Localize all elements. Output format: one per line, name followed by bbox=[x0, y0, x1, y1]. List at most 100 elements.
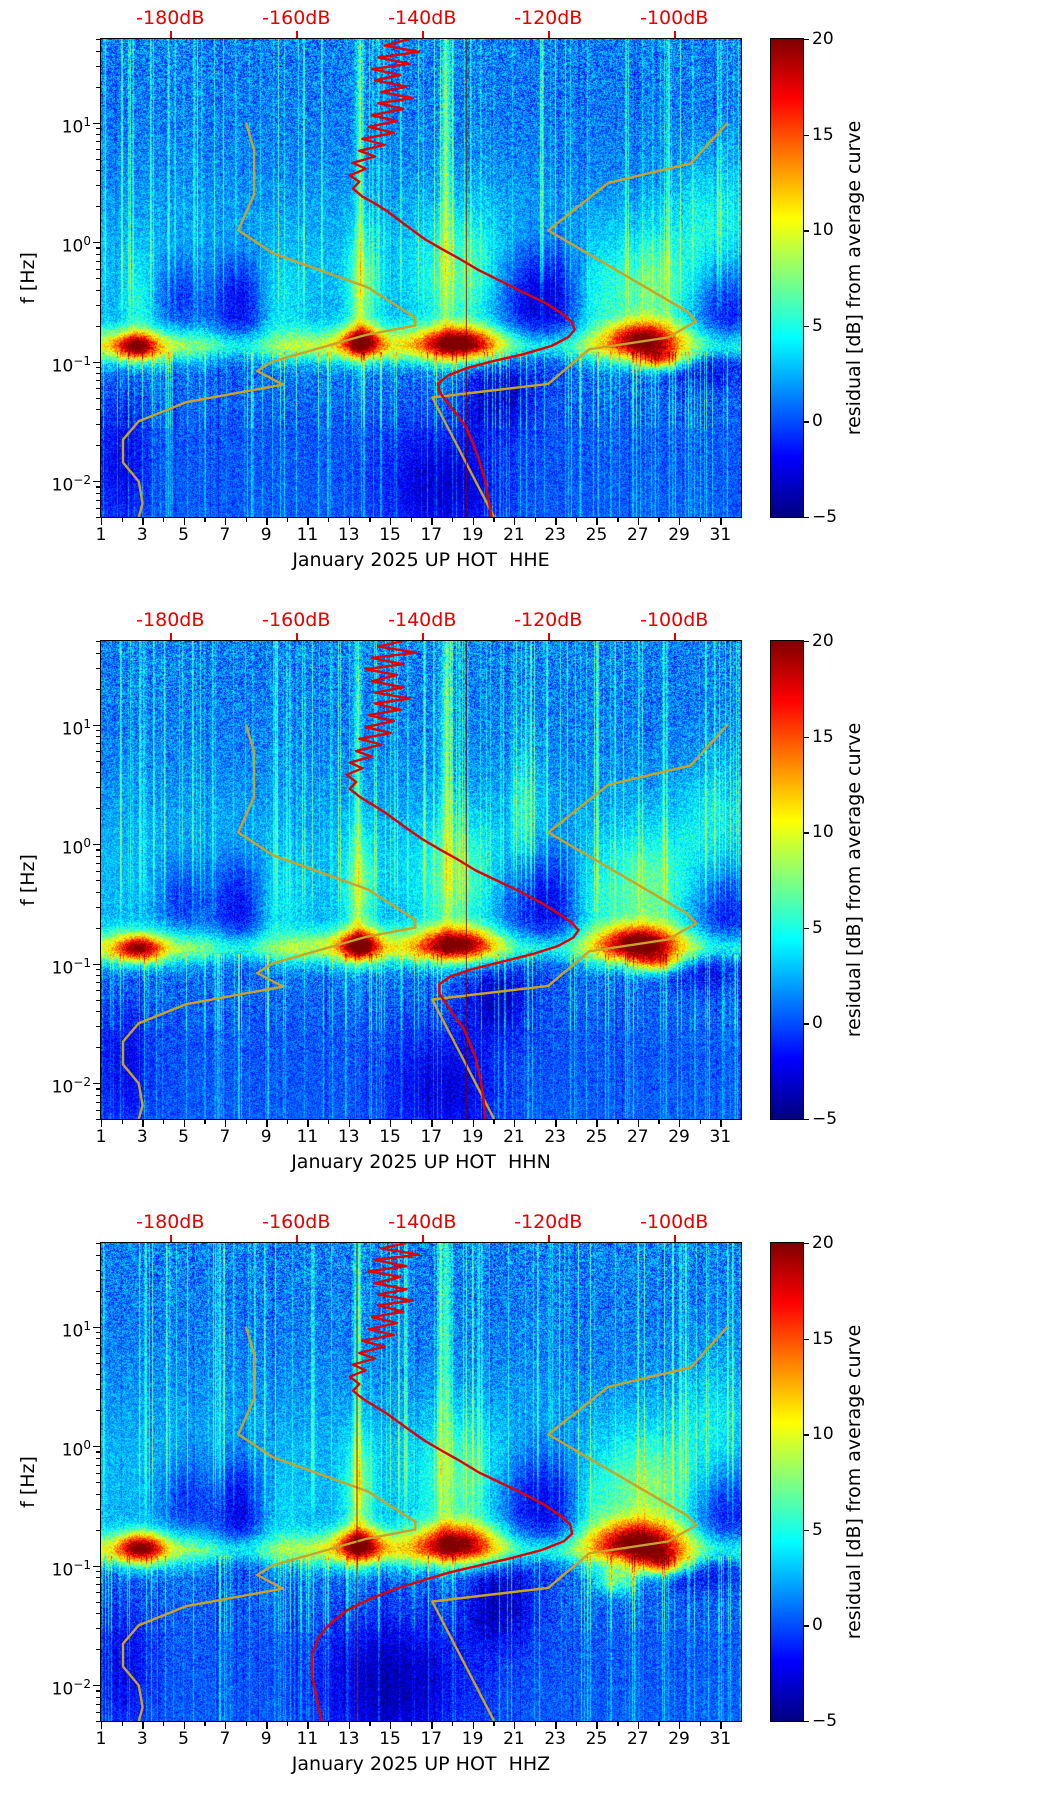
x-axis-tick bbox=[493, 518, 495, 522]
x-axis-tick bbox=[286, 1722, 289, 1726]
x-axis-tick bbox=[328, 518, 330, 522]
x-axis-tick bbox=[369, 518, 371, 522]
colorbar-tick bbox=[804, 1625, 809, 1627]
x-axis-tick bbox=[183, 1120, 185, 1127]
x-axis-tick bbox=[534, 1120, 536, 1124]
colorbar bbox=[770, 1242, 804, 1722]
x-axis-tick bbox=[410, 1722, 413, 1726]
colorbar-tick bbox=[804, 1434, 809, 1436]
x-axis-tick bbox=[121, 1120, 124, 1124]
top-axis-tick bbox=[674, 31, 676, 38]
x-axis-tick-label: 21 bbox=[503, 525, 525, 545]
x-axis-tick bbox=[679, 1722, 681, 1729]
top-axis-tick bbox=[422, 31, 424, 38]
colorbar-tick bbox=[804, 230, 809, 232]
colorbar-tick bbox=[804, 39, 809, 41]
x-axis-tick-label: 3 bbox=[136, 1729, 148, 1749]
x-axis-tick bbox=[204, 1120, 206, 1124]
x-axis-tick bbox=[348, 518, 351, 525]
top-axis-tick-label: -180dB bbox=[136, 609, 205, 631]
colorbar-tick-label: −5 bbox=[812, 507, 838, 527]
x-axis-tick-label: 7 bbox=[219, 525, 231, 545]
x-axis-tick bbox=[162, 1120, 165, 1124]
x-axis-tick bbox=[720, 518, 722, 525]
colorbar-tick bbox=[804, 1243, 809, 1245]
x-axis-tick bbox=[121, 518, 124, 522]
colorbar-tick bbox=[804, 1529, 809, 1532]
top-axis-tick-label: -100dB bbox=[640, 1211, 709, 1233]
psd-curves-overlay bbox=[121, 641, 729, 1119]
x-axis-tick-label: 23 bbox=[544, 525, 567, 545]
y-axis-label: f [Hz] bbox=[17, 854, 39, 906]
x-axis-tick bbox=[348, 1120, 351, 1127]
nlnm-curve bbox=[121, 122, 417, 517]
top-axis-tick bbox=[674, 633, 676, 640]
x-axis-tick bbox=[596, 1722, 598, 1729]
x-axis-tick bbox=[245, 1120, 247, 1124]
top-axis-tick-label: -180dB bbox=[136, 7, 205, 29]
colorbar-label: residual [dB] from average curve bbox=[843, 722, 865, 1038]
x-axis-tick-label: 5 bbox=[178, 1127, 189, 1147]
x-axis-tick bbox=[162, 1722, 165, 1726]
x-axis-tick-label: 29 bbox=[668, 525, 690, 545]
x-axis-tick bbox=[575, 518, 578, 522]
y-axis-tick-label: 10−2 bbox=[51, 473, 91, 496]
colorbar-tick bbox=[804, 134, 809, 136]
top-axis-tick-label: -120dB bbox=[514, 7, 583, 29]
x-axis-label: January 2025 UP HOT HHN bbox=[291, 1151, 551, 1173]
x-axis-tick-label: 23 bbox=[544, 1729, 567, 1749]
x-axis-tick bbox=[369, 1722, 371, 1726]
colorbar-gradient bbox=[771, 39, 803, 517]
x-axis-tick bbox=[658, 518, 660, 522]
x-axis-tick bbox=[513, 518, 516, 525]
x-axis-tick-label: 17 bbox=[420, 1729, 443, 1749]
x-axis-tick-label: 11 bbox=[296, 525, 319, 545]
spectrogram-panel-HHN: f [Hz] January 2025 UP HOT HHN residual … bbox=[0, 602, 1052, 1204]
x-axis-tick-label: 15 bbox=[379, 1729, 401, 1749]
x-axis-tick-label: 1 bbox=[95, 525, 107, 545]
top-axis-tick bbox=[296, 633, 298, 640]
spectrogram-plot bbox=[100, 38, 742, 518]
y-axis-tick-label: 100 bbox=[61, 234, 91, 257]
x-axis-tick bbox=[472, 1120, 474, 1127]
y-axis-tick bbox=[93, 1446, 100, 1448]
top-axis-tick-label: -120dB bbox=[514, 1211, 583, 1233]
x-axis-tick bbox=[307, 1722, 309, 1729]
x-axis-tick bbox=[699, 1722, 702, 1726]
colorbar-tick bbox=[804, 736, 809, 738]
x-axis-tick bbox=[617, 1722, 619, 1726]
x-axis-tick bbox=[513, 1120, 516, 1127]
top-axis-tick-label: -160dB bbox=[262, 7, 331, 29]
x-axis-tick bbox=[286, 1120, 289, 1124]
top-axis-tick bbox=[296, 31, 298, 38]
x-axis-tick bbox=[575, 1722, 578, 1726]
x-axis-tick-label: 3 bbox=[136, 1127, 148, 1147]
top-axis-tick-label: -160dB bbox=[262, 609, 331, 631]
x-axis-tick-label: 13 bbox=[337, 1729, 360, 1749]
y-axis-tick bbox=[93, 1685, 100, 1687]
colorbar-tick bbox=[804, 1023, 809, 1025]
x-axis-label: January 2025 UP HOT HHE bbox=[292, 549, 550, 571]
x-axis-tick bbox=[596, 1120, 598, 1127]
colorbar-tick-label: 15 bbox=[812, 124, 834, 145]
x-axis-tick bbox=[472, 1722, 474, 1729]
x-axis-tick bbox=[224, 1722, 227, 1729]
x-axis-tick bbox=[637, 1120, 640, 1127]
top-axis-tick bbox=[548, 633, 550, 640]
x-axis-tick bbox=[183, 1722, 185, 1729]
x-axis-tick-label: 9 bbox=[260, 1127, 272, 1147]
station-average-psd-curve bbox=[348, 39, 576, 517]
colorbar-tick-label: 0 bbox=[812, 411, 823, 432]
x-axis-tick-label: 9 bbox=[260, 525, 272, 545]
x-axis-tick bbox=[451, 518, 454, 522]
x-axis-tick-label: 15 bbox=[379, 1127, 401, 1147]
colorbar-tick bbox=[804, 1338, 809, 1340]
y-axis-tick-label: 101 bbox=[61, 114, 91, 138]
colorbar-tick-label: 5 bbox=[812, 315, 823, 336]
nhnm-curve bbox=[431, 121, 729, 517]
colorbar-label: residual [dB] from average curve bbox=[843, 120, 865, 436]
x-axis-tick-label: 29 bbox=[668, 1729, 690, 1749]
x-axis-tick-label: 19 bbox=[461, 1127, 484, 1147]
x-axis-tick bbox=[555, 518, 557, 525]
